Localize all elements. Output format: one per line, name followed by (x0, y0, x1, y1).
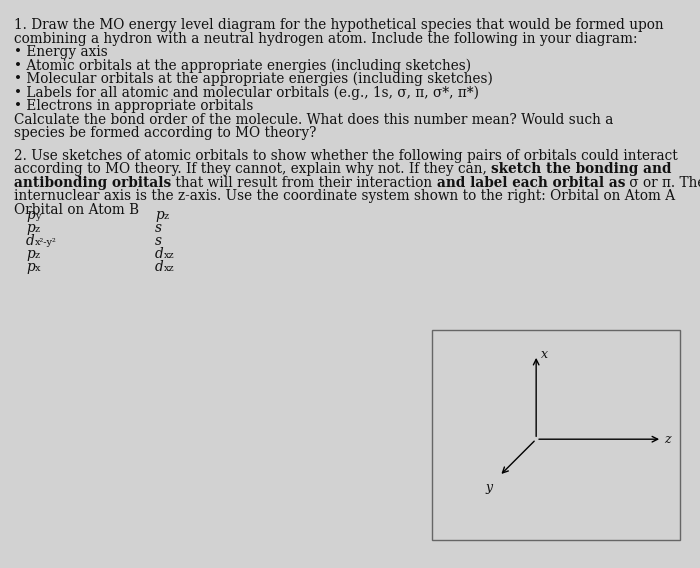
Text: 2. Use sketches of atomic orbitals to show whether the following pairs of orbita: 2. Use sketches of atomic orbitals to sh… (14, 149, 678, 163)
Text: 1. Draw the MO energy level diagram for the hypothetical species that would be f: 1. Draw the MO energy level diagram for … (14, 18, 664, 32)
Text: p: p (26, 221, 35, 235)
Bar (432, 330, 680, 540)
Text: according to MO theory. If they cannot, explain why not. If they can,: according to MO theory. If they cannot, … (14, 162, 491, 177)
Text: d: d (155, 260, 164, 274)
Text: z: z (664, 433, 671, 446)
Text: z: z (35, 251, 40, 260)
Text: p: p (26, 260, 35, 274)
Text: x: x (541, 348, 548, 361)
Text: p: p (155, 208, 164, 222)
Text: that will result from their interaction: that will result from their interaction (171, 176, 437, 190)
Text: antibonding orbitals: antibonding orbitals (14, 176, 171, 190)
Text: sketch the bonding and: sketch the bonding and (491, 162, 672, 177)
Text: combining a hydron with a neutral hydrogen atom. Include the following in your d: combining a hydron with a neutral hydrog… (14, 31, 638, 45)
Text: σ or π. The: σ or π. The (625, 176, 700, 190)
Text: • Molecular orbitals at the appropriate energies (including sketches): • Molecular orbitals at the appropriate … (14, 72, 493, 86)
Text: and label each orbital as: and label each orbital as (437, 176, 625, 190)
Text: species be formed according to MO theory?: species be formed according to MO theory… (14, 126, 316, 140)
Text: y: y (486, 481, 493, 494)
Text: xz: xz (164, 264, 174, 273)
Text: s: s (155, 234, 162, 248)
Text: x: x (35, 264, 41, 273)
Text: • Labels for all atomic and molecular orbitals (e.g., 1s, σ, π, σ*, π*): • Labels for all atomic and molecular or… (14, 86, 479, 100)
Text: z: z (35, 225, 40, 234)
Text: d: d (26, 234, 35, 248)
Text: p: p (26, 247, 35, 261)
Text: internuclear axis is the z-axis. Use the coordinate system shown to the right: O: internuclear axis is the z-axis. Use the… (14, 190, 675, 203)
Text: d: d (155, 247, 164, 261)
Text: xz: xz (164, 251, 174, 260)
Text: z: z (164, 212, 169, 222)
Text: s: s (155, 221, 162, 235)
Text: p: p (26, 208, 35, 222)
Text: • Atomic orbitals at the appropriate energies (including sketches): • Atomic orbitals at the appropriate ene… (14, 59, 471, 73)
Text: • Energy axis: • Energy axis (14, 45, 108, 59)
Text: y: y (35, 212, 41, 222)
Text: Calculate the bond order of the molecule. What does this number mean? Would such: Calculate the bond order of the molecule… (14, 112, 613, 127)
Text: • Electrons in appropriate orbitals: • Electrons in appropriate orbitals (14, 99, 253, 113)
Text: Orbital on Atom B: Orbital on Atom B (14, 203, 139, 217)
Text: x²-y²: x²-y² (35, 238, 57, 247)
